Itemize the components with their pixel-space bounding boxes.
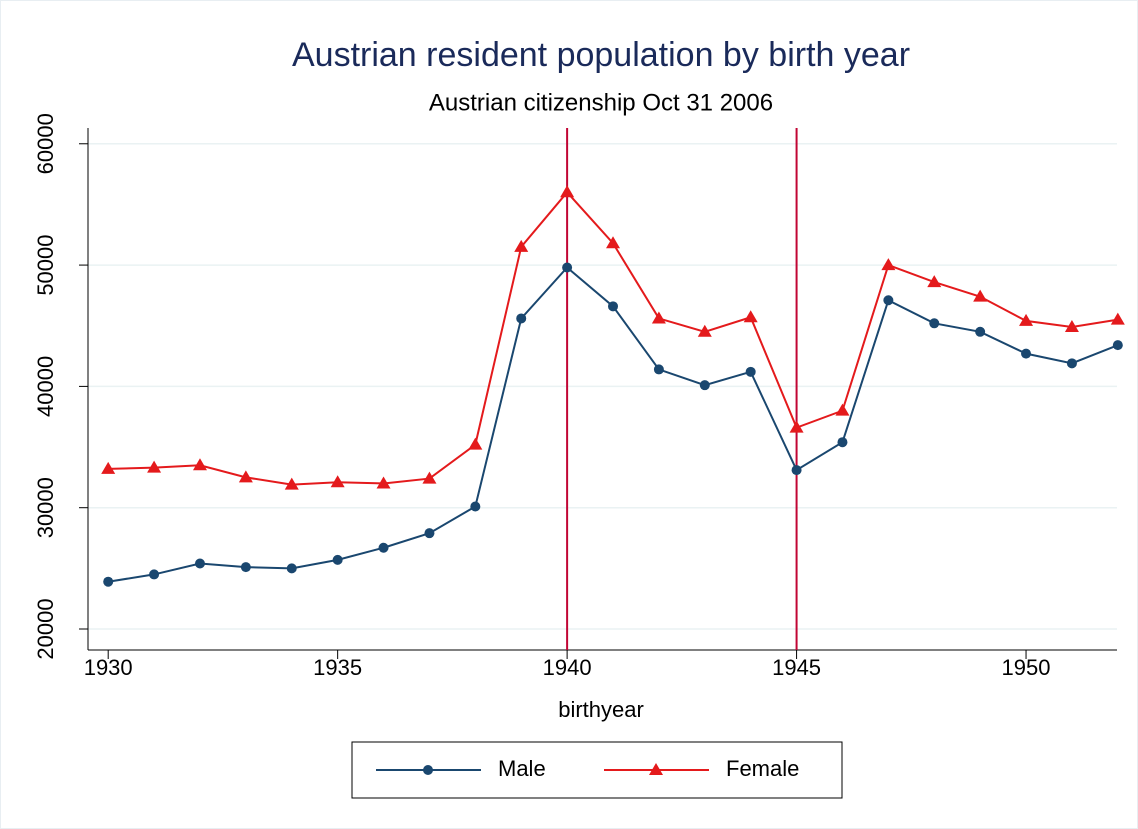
x-tick-label: 1940 — [543, 655, 592, 680]
marker — [194, 558, 205, 569]
marker — [975, 326, 986, 337]
marker — [149, 569, 160, 580]
marker — [238, 470, 253, 483]
marker — [837, 437, 848, 448]
marker — [101, 461, 116, 474]
marker — [883, 295, 894, 306]
marker — [560, 185, 575, 198]
marker — [1066, 358, 1077, 369]
marker — [424, 528, 435, 539]
marker — [468, 437, 483, 450]
marker — [789, 420, 804, 433]
marker — [606, 236, 621, 249]
marker — [514, 239, 529, 252]
y-tick-label: 50000 — [33, 234, 58, 295]
y-tick-label: 20000 — [33, 598, 58, 659]
marker — [973, 289, 988, 302]
marker — [240, 562, 251, 573]
marker — [422, 471, 437, 484]
marker — [791, 465, 802, 476]
x-tick-label: 1935 — [313, 655, 362, 680]
marker — [284, 477, 299, 490]
marker — [745, 366, 756, 377]
marker — [653, 364, 664, 375]
legend-label: Female — [726, 756, 799, 781]
marker — [699, 380, 710, 391]
marker — [1019, 313, 1034, 326]
chart-subtitle: Austrian citizenship Oct 31 2006 — [429, 89, 773, 116]
marker — [192, 458, 207, 471]
x-axis-title: birthyear — [558, 697, 644, 722]
marker — [927, 275, 942, 288]
marker — [103, 576, 114, 587]
y-tick-label: 40000 — [33, 356, 58, 417]
marker — [1064, 319, 1079, 332]
marker — [470, 501, 481, 512]
y-tick-label: 30000 — [33, 477, 58, 538]
marker — [147, 460, 162, 473]
marker — [835, 403, 850, 416]
marker — [651, 311, 666, 324]
marker — [697, 324, 712, 337]
marker — [286, 563, 297, 574]
y-tick-label: 60000 — [33, 113, 58, 174]
marker — [1112, 340, 1123, 351]
marker — [516, 313, 527, 324]
marker — [881, 258, 896, 271]
x-tick-label: 1930 — [84, 655, 133, 680]
marker — [330, 475, 345, 488]
chart-title: Austrian resident population by birth ye… — [292, 36, 910, 74]
marker — [929, 318, 940, 329]
x-tick-label: 1945 — [772, 655, 821, 680]
marker — [1110, 312, 1125, 325]
marker — [608, 301, 619, 312]
marker — [562, 262, 573, 273]
marker — [376, 476, 391, 489]
marker — [743, 310, 758, 323]
marker — [1021, 348, 1032, 359]
marker — [378, 542, 389, 553]
marker — [649, 763, 663, 775]
x-tick-label: 1950 — [1002, 655, 1051, 680]
marker — [332, 554, 343, 565]
legend-label: Male — [498, 756, 546, 781]
marker — [423, 765, 433, 775]
